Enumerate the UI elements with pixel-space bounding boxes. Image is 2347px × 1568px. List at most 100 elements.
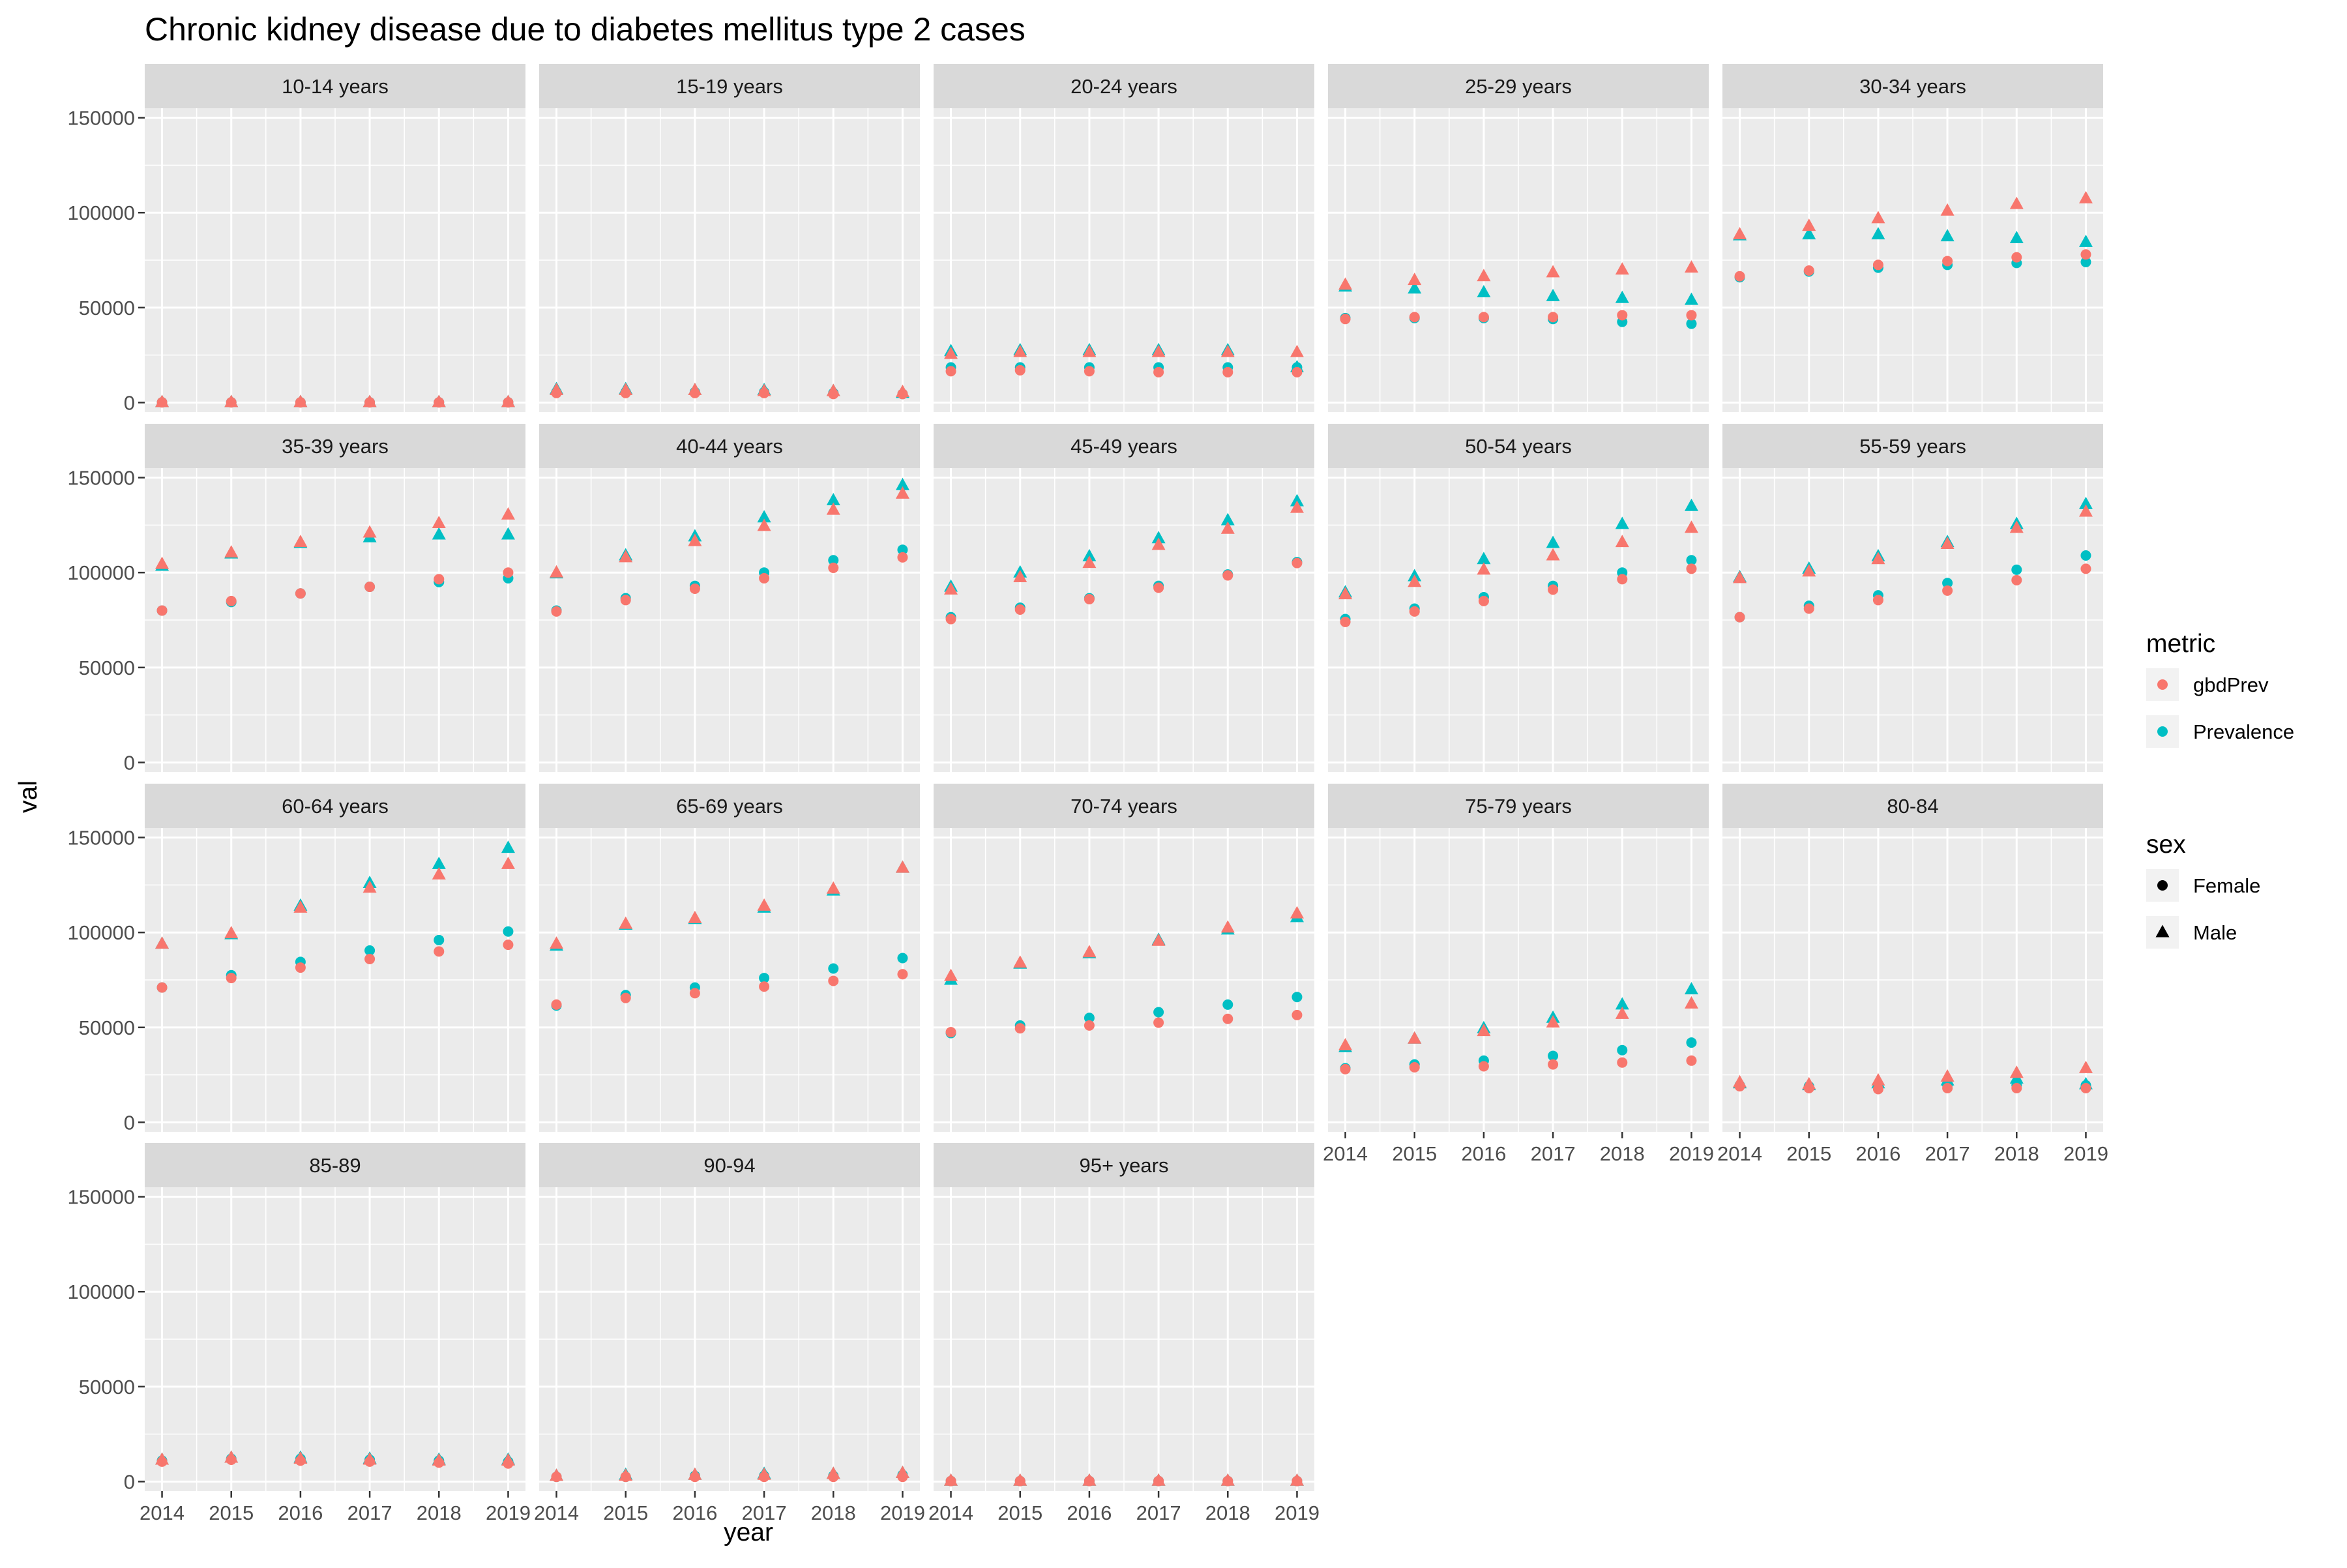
point-gbdprev-male (2078, 190, 2093, 203)
point-gbdprev-male (1684, 996, 1698, 1009)
point-gbdprev-female (1872, 595, 1883, 606)
point-prevalence-female (759, 973, 770, 984)
x-tick-label: 2018 (1205, 1501, 1250, 1524)
point-gbdprev-male (1013, 569, 1027, 582)
facet-strip (145, 784, 525, 828)
point-gbdprev-female (1153, 582, 1164, 593)
point-gbdprev-male (1684, 520, 1698, 533)
point-gbdprev-male (2078, 1060, 2093, 1073)
point-gbdprev-female (1153, 366, 1164, 377)
legend-title-sex: sex (2146, 831, 2186, 859)
facet-strip-label: 25-29 years (1465, 75, 1572, 98)
point-gbdprev-female (1222, 366, 1233, 377)
point-gbdprev-male (1338, 277, 1353, 290)
point-prevalence-male (1871, 227, 1885, 240)
facet-strip (934, 64, 1314, 108)
y-axis-title: val (14, 780, 42, 813)
x-tick-label: 2015 (1786, 1142, 1831, 1165)
point-gbdprev-female (1222, 570, 1233, 581)
point-gbdprev-female (945, 1475, 956, 1487)
facet-panel: 90-94 2014 2015 2016 2017 2018 2019 (534, 1143, 925, 1524)
point-gbdprev-female (1409, 312, 1420, 323)
point-gbdprev-male (1082, 555, 1097, 569)
point-gbdprev-male (1546, 1015, 1560, 1028)
point-prevalence-female (897, 953, 908, 964)
point-prevalence-male (1082, 548, 1097, 561)
point-prevalence-male (757, 510, 771, 523)
point-gbdprev-female (434, 397, 445, 408)
facet-strip (934, 424, 1314, 468)
point-gbdprev-female (1292, 557, 1303, 569)
facet-strip (1328, 784, 1709, 828)
point-gbdprev-female (1734, 1081, 1745, 1092)
point-gbdprev-male (1615, 1006, 1629, 1019)
y-tick-label: 100000 (68, 201, 135, 224)
y-tick-label: 100000 (68, 561, 135, 584)
point-gbdprev-female (434, 946, 445, 957)
point-gbdprev-male (895, 860, 909, 873)
point-gbdprev-male (1477, 1024, 1491, 1037)
point-gbdprev-female (945, 366, 956, 377)
point-prevalence-male (1220, 512, 1235, 525)
point-gbdprev-female (2080, 563, 2091, 574)
point-prevalence-male (826, 493, 840, 506)
point-gbdprev-male (1940, 1069, 1955, 1082)
facet-strip-label: 30-34 years (1859, 75, 1966, 98)
point-gbdprev-male (1546, 548, 1560, 561)
point-gbdprev-male (1871, 211, 1885, 224)
point-gbdprev-male (1408, 1031, 1422, 1044)
y-tick-label: 150000 (68, 107, 135, 130)
facet-strip-label: 20-24 years (1070, 75, 1177, 98)
facet-panel: 20-24 years (934, 64, 1314, 412)
facet-strip (539, 1143, 920, 1187)
point-gbdprev-female (759, 1472, 770, 1483)
facet-strip-label: 55-59 years (1859, 435, 1966, 458)
facet-strip-label: 50-54 years (1465, 435, 1572, 458)
point-gbdprev-female (364, 397, 376, 408)
point-gbdprev-female (759, 981, 770, 992)
x-tick-label: 2016 (1461, 1142, 1506, 1165)
point-prevalence-male (2009, 231, 2024, 244)
y-tick-label: 0 (124, 1470, 135, 1493)
point-gbdprev-male (550, 565, 564, 578)
point-gbdprev-female (1617, 310, 1628, 321)
facet-strip-label: 35-39 years (282, 435, 389, 458)
point-gbdprev-female (551, 387, 562, 398)
point-prevalence-male (1615, 997, 1629, 1010)
point-gbdprev-male (757, 898, 771, 911)
point-gbdprev-male (1546, 265, 1560, 278)
point-gbdprev-male (1013, 955, 1027, 968)
point-prevalence-male (501, 840, 515, 853)
point-gbdprev-female (1617, 574, 1628, 585)
point-gbdprev-male (1871, 1072, 1885, 1086)
point-gbdprev-female (620, 992, 631, 1003)
x-tick-label: 2018 (1600, 1142, 1645, 1165)
x-tick-label: 2014 (140, 1501, 185, 1524)
x-tick-label: 2017 (1136, 1501, 1181, 1524)
point-gbdprev-female (503, 567, 514, 578)
x-tick-label: 2016 (1067, 1501, 1112, 1524)
facet-panel: 65-69 years (539, 784, 920, 1132)
legend-key-female (2157, 880, 2168, 891)
point-prevalence-female (2080, 256, 2091, 267)
point-gbdprev-female (1014, 1023, 1026, 1034)
point-gbdprev-female (503, 397, 514, 408)
facet-strip-label: 75-79 years (1465, 795, 1572, 818)
facet-strip-label: 70-74 years (1070, 795, 1177, 818)
chart-title: Chronic kidney disease due to diabetes m… (145, 11, 1026, 48)
x-tick-label: 2017 (1925, 1142, 1970, 1165)
point-prevalence-female (434, 934, 445, 945)
point-gbdprev-female (156, 1456, 168, 1467)
point-gbdprev-female (1942, 585, 1953, 596)
facet-strip (539, 64, 920, 108)
y-tick-label: 50000 (79, 1376, 135, 1398)
point-prevalence-female (1617, 1044, 1628, 1056)
facet-panel: 80-84 2014 2015 2016 2017 2018 2019 (1717, 784, 2108, 1165)
point-prevalence-male (1802, 227, 1816, 240)
point-gbdprev-male (1684, 260, 1698, 273)
point-gbdprev-male (362, 880, 377, 893)
point-prevalence-female (1548, 1050, 1559, 1061)
point-gbdprev-female (364, 582, 376, 593)
x-tick-label: 2016 (672, 1501, 717, 1524)
point-gbdprev-male (155, 556, 170, 569)
